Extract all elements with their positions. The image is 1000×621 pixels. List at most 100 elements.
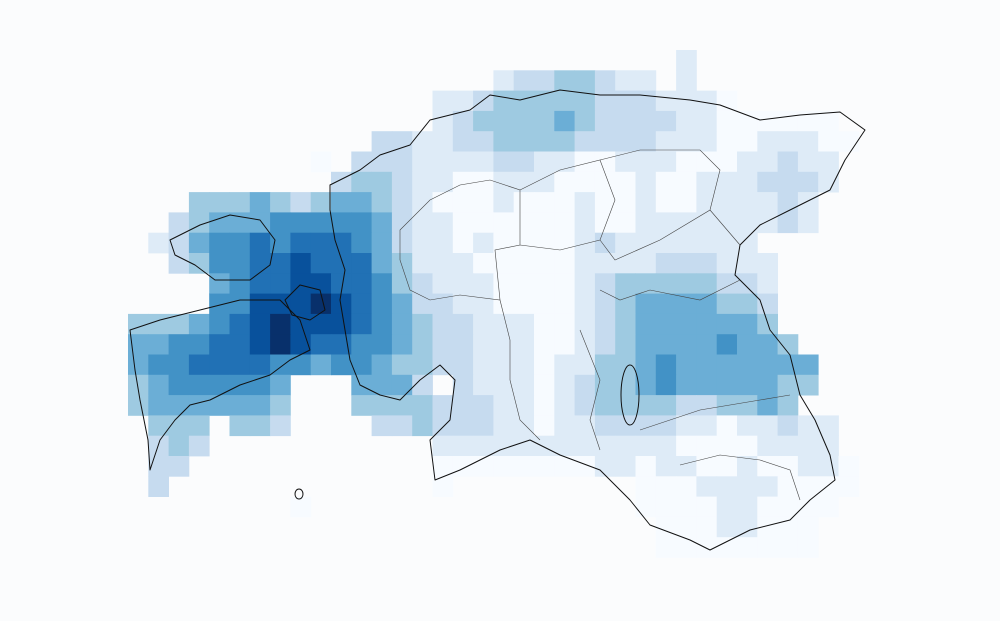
saaremaa-coast	[129, 299, 311, 471]
grid-cell	[229, 354, 251, 376]
grid-cells	[128, 50, 860, 558]
grid-cell	[432, 435, 454, 457]
grid-cell	[737, 334, 758, 355]
grid-cell	[615, 456, 636, 477]
grid-cell	[655, 435, 677, 457]
grid-cell	[716, 131, 738, 152]
grid-cell	[209, 253, 230, 274]
grid-cell	[716, 90, 738, 112]
grid-cell	[757, 435, 778, 457]
grid-cell	[615, 171, 636, 193]
grid-cell	[270, 273, 291, 294]
grid-cell	[635, 212, 657, 234]
grid-cell	[594, 293, 616, 315]
grid-cell	[574, 456, 596, 477]
grid-cell	[534, 171, 555, 193]
grid-cell	[757, 395, 778, 416]
grid-cell	[696, 293, 718, 315]
grid-cell	[452, 293, 474, 315]
grid-cell	[229, 293, 251, 315]
grid-cell	[473, 293, 494, 315]
grid-cell	[351, 395, 372, 416]
grid-cell	[554, 293, 575, 315]
grid-cell	[371, 232, 393, 254]
grid-cell	[513, 435, 535, 457]
grid-cell	[676, 90, 697, 112]
grid-cell	[310, 273, 332, 294]
grid-cell	[737, 273, 758, 294]
grid-cell	[635, 374, 657, 396]
grid-cell	[696, 313, 718, 335]
grid-cell	[534, 435, 555, 457]
grid-cell	[412, 354, 433, 376]
grid-cell	[331, 192, 352, 213]
grid-cell	[188, 395, 210, 416]
grid-cell	[412, 171, 433, 193]
grid-cell	[696, 90, 718, 112]
grid-cell	[676, 476, 697, 497]
grid-cell	[412, 192, 433, 213]
grid-cell	[209, 273, 230, 294]
grid-cell	[168, 313, 190, 335]
grid-cell	[777, 374, 799, 396]
grid-cell	[371, 334, 393, 355]
grid-cell	[655, 90, 677, 112]
grid-cell	[168, 253, 190, 274]
grid-cell	[838, 476, 860, 497]
grid-cell	[655, 334, 677, 355]
grid-cell	[716, 476, 738, 497]
grid-cell	[777, 435, 799, 457]
grid-cell	[757, 334, 778, 355]
grid-cell	[229, 313, 251, 335]
grid-cell	[615, 90, 636, 112]
grid-cell	[432, 253, 454, 274]
grid-cell	[209, 395, 230, 416]
grid-cell	[737, 476, 758, 497]
grid-cell	[594, 232, 616, 254]
grid-cell	[351, 273, 372, 294]
grid-cell	[371, 253, 393, 274]
grid-cell	[412, 313, 433, 335]
grid-cell	[635, 192, 657, 213]
grid-cell	[696, 354, 718, 376]
grid-cell	[737, 171, 758, 193]
muhu-coast	[284, 284, 326, 321]
grid-cell	[493, 192, 515, 213]
grid-cell	[493, 171, 515, 193]
grid-cell	[391, 313, 413, 335]
grid-cell	[716, 456, 738, 477]
grid-cell	[737, 313, 758, 335]
grid-cell	[676, 70, 697, 91]
grid-cell	[594, 253, 616, 274]
grid-cell	[594, 456, 616, 477]
grid-cell	[432, 131, 454, 152]
grid-cell	[574, 313, 596, 335]
grid-cell	[615, 192, 636, 213]
grid-cell	[757, 110, 778, 132]
grid-cell	[188, 253, 210, 274]
grid-cell	[331, 232, 352, 254]
grid-cell	[574, 273, 596, 294]
grid-cell	[412, 131, 433, 152]
grid-cell	[534, 334, 555, 355]
grid-cell	[635, 131, 657, 152]
grid-cell	[615, 313, 636, 335]
grid-cell	[310, 192, 332, 213]
grid-cell	[737, 354, 758, 376]
grid-cell	[696, 110, 718, 132]
grid-cell	[452, 334, 474, 355]
grid-cell	[777, 131, 799, 152]
grid-cell	[696, 171, 718, 193]
grid-cell	[493, 151, 515, 173]
grid-cell	[209, 192, 230, 213]
grid-cell	[635, 456, 657, 477]
grid-cell	[534, 212, 555, 234]
grid-cell	[473, 374, 494, 396]
grid-cell	[188, 334, 210, 355]
grid-cell	[696, 192, 718, 213]
grid-cell	[676, 496, 697, 518]
grid-cell	[635, 496, 657, 518]
grid-cell	[391, 415, 413, 437]
grid-cell	[534, 131, 555, 152]
